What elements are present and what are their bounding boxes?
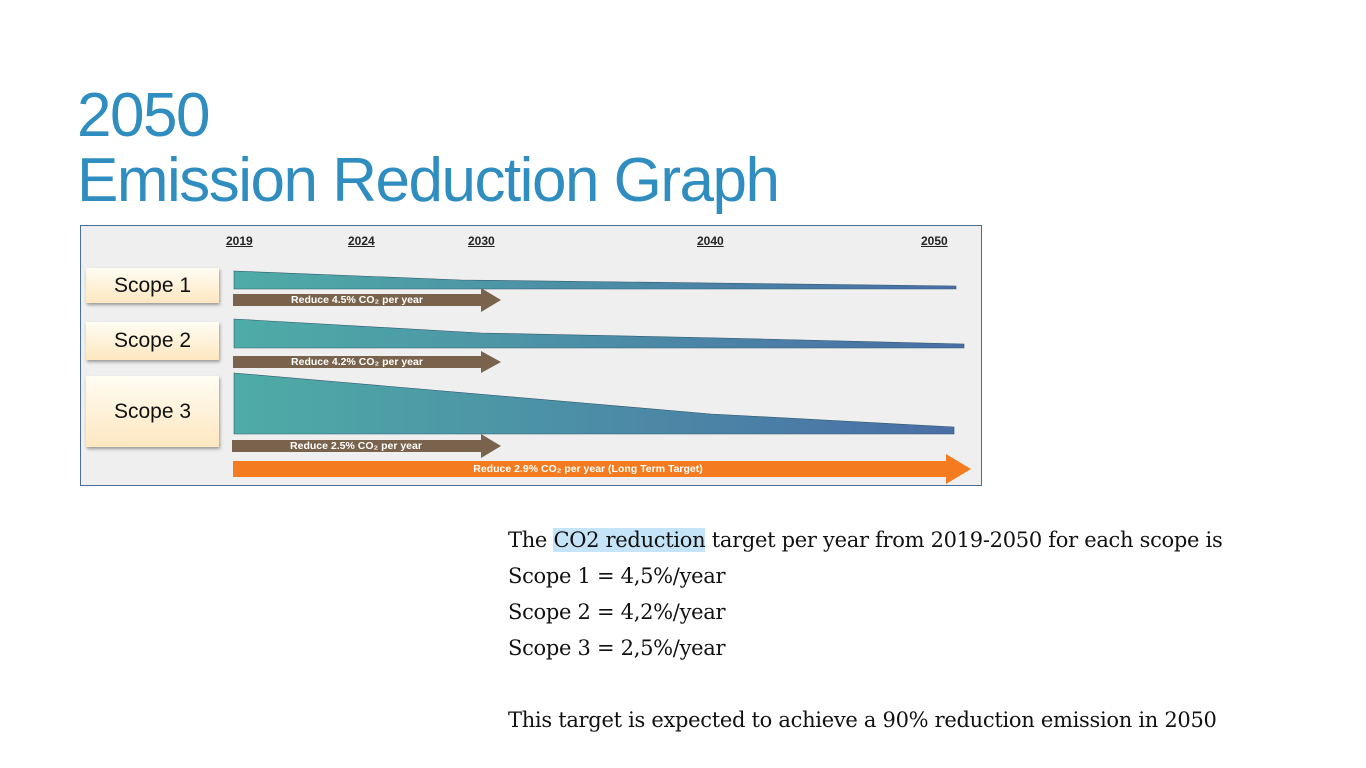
- year-label: 2019: [226, 234, 253, 248]
- emission-reduction-diagram: 2019 2024 2030 2040 2050 Scope 1 Scope 2…: [80, 225, 982, 486]
- year-label: 2040: [697, 234, 724, 248]
- scope2-label: Scope 2: [86, 322, 219, 360]
- scope3-line: Scope 3 = 2,5%/year: [508, 636, 726, 660]
- scope2-line: Scope 2 = 4,2%/year: [508, 600, 726, 624]
- intro-post: target per year from 2019-2050 for each …: [705, 528, 1223, 552]
- scope1-arrow-label: Reduce 4.5% CO₂ per year: [291, 294, 423, 306]
- scope3-wedge: [233, 372, 955, 435]
- scope1-wedge: [233, 270, 957, 290]
- slide-title: Emission Reduction Graph: [77, 146, 780, 215]
- slide-title-year: 2050: [77, 81, 210, 150]
- intro-pre: The: [508, 528, 554, 552]
- scope1-label: Scope 1: [86, 268, 219, 303]
- scope2-wedge: [233, 318, 965, 349]
- description-text: The CO2 reduction target per year from 2…: [508, 522, 1223, 738]
- scope1-arrow: [233, 288, 501, 312]
- year-label: 2024: [348, 234, 375, 248]
- year-label: 2050: [921, 234, 948, 248]
- scope3-label: Scope 3: [86, 376, 219, 447]
- scope3-arrow-label: Reduce 2.5% CO₂ per year: [290, 440, 422, 452]
- intro-line: The CO2 reduction target per year from 2…: [508, 522, 1223, 558]
- highlighted-text[interactable]: CO2 reduction: [553, 528, 706, 552]
- year-label: 2030: [468, 234, 495, 248]
- scope2-arrow: [233, 351, 501, 373]
- diagram-shapes: [232, 270, 971, 484]
- conclusion-line: This target is expected to achieve a 90%…: [508, 708, 1217, 732]
- scope1-line: Scope 1 = 4,5%/year: [508, 564, 726, 588]
- long-term-arrow: [233, 454, 971, 484]
- long-term-arrow-label: Reduce 2.9% CO₂ per year (Long Term Targ…: [473, 463, 703, 475]
- scope3-arrow: [232, 434, 501, 458]
- scope2-arrow-label: Reduce 4.2% CO₂ per year: [291, 356, 423, 368]
